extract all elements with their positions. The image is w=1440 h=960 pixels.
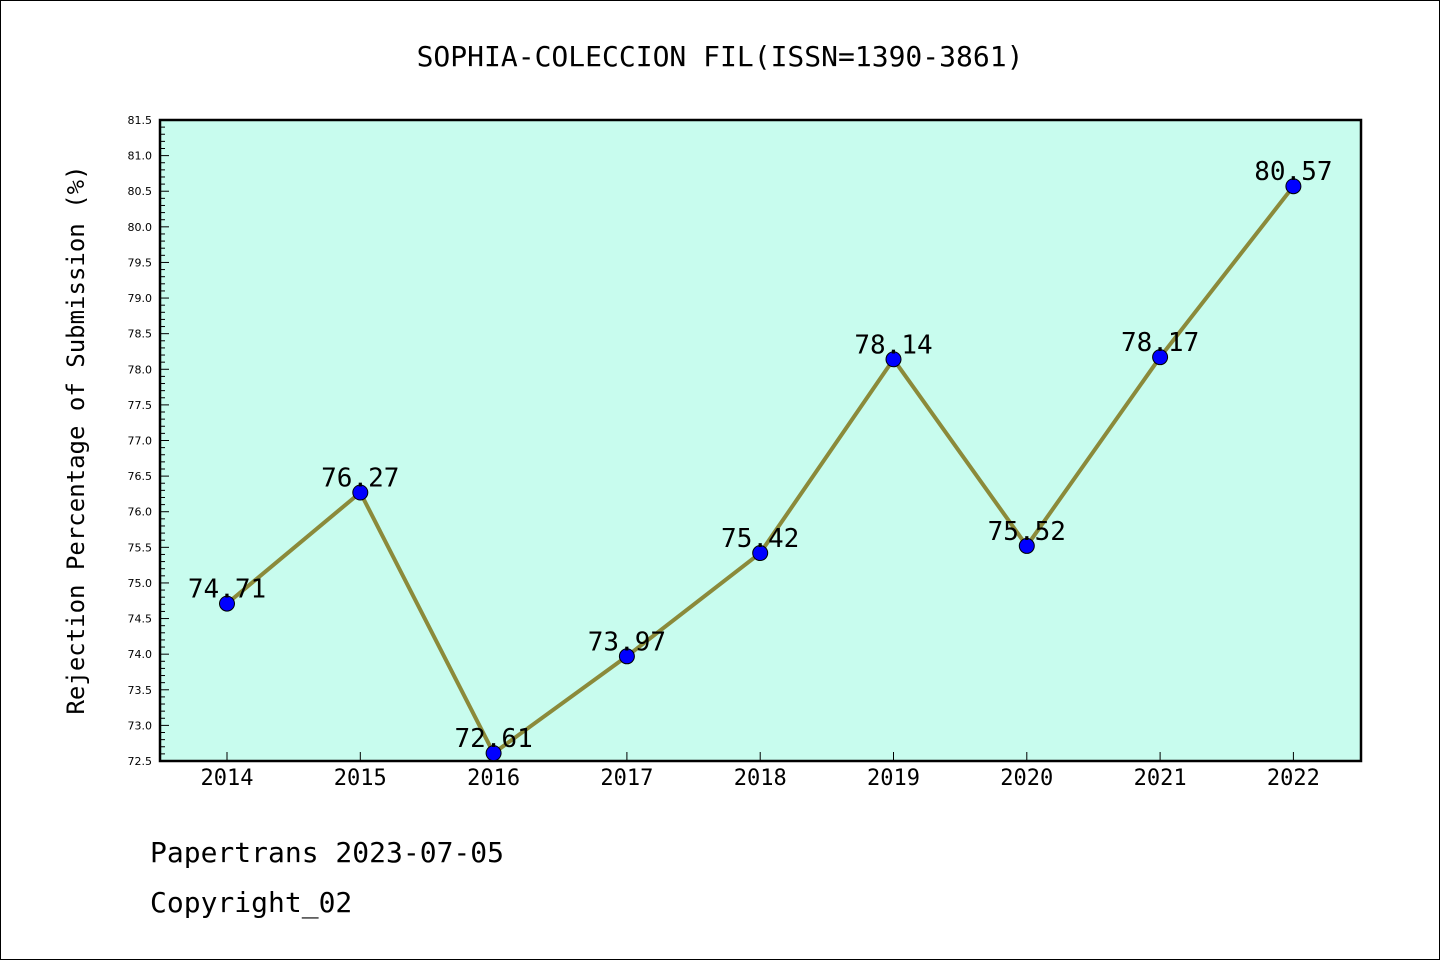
y-tick-label: 78.5 [128, 328, 153, 341]
data-label: 74.71 [188, 575, 266, 605]
data-point [485, 745, 502, 762]
data-label: 80.57 [1254, 157, 1332, 187]
x-tick-label: 2022 [1267, 766, 1320, 791]
y-tick-label: 81.0 [128, 150, 153, 163]
x-tick-label: 2014 [201, 766, 254, 791]
data-point [885, 351, 902, 368]
data-label: 75.42 [721, 524, 799, 554]
x-tick-label: 2020 [1000, 766, 1053, 791]
data-point [1285, 178, 1302, 195]
y-tick-label: 79.5 [128, 256, 153, 269]
y-tick-label: 76.5 [128, 470, 153, 483]
data-label: 78.17 [1121, 328, 1199, 358]
x-axis: 2014 2015 2016 2017 2018 2019 2020 2021 2022 [201, 752, 1320, 791]
data-point [618, 648, 635, 665]
y-tick-label: 74.5 [128, 613, 153, 626]
y-tick-label: 75.5 [128, 541, 153, 554]
y-tick-label: 72.5 [128, 755, 153, 768]
data-point [752, 545, 769, 562]
y-tick-label: 76.0 [128, 506, 153, 519]
data-label: 76.27 [321, 463, 399, 493]
x-tick-label: 2016 [467, 766, 520, 791]
data-labels: 74.71 76.27 72.61 73.97 75.42 78.14 75.52 78.17… [188, 157, 1333, 754]
y-axis-label: Rejection Percentage of Submission (%) [62, 165, 90, 714]
x-tick-label: 2015 [334, 766, 387, 791]
y-axis: 72.5 73.0 73.5 74.0 74.5 75.0 75.5 76.0 76.5 77.0… [128, 114, 169, 768]
y-tick-label: 73.0 [128, 719, 153, 732]
y-tick-label: 74.0 [128, 648, 153, 661]
data-point [1152, 349, 1169, 366]
y-tick-label: 80.5 [128, 185, 153, 198]
y-tick-label: 77.5 [128, 399, 153, 412]
data-label: 75.52 [988, 517, 1066, 547]
data-point [219, 595, 235, 612]
footer-date: Papertrans 2023-07-05 [150, 836, 505, 869]
data-label: 72.61 [454, 724, 532, 754]
plot-area [158, 118, 1363, 763]
data-point [352, 484, 369, 501]
y-tick-label: 80.0 [128, 221, 153, 234]
chart-title: SOPHIA-COLECCION FIL(ISSN=1390-3861) [417, 40, 1024, 73]
y-tick-label: 79.0 [128, 292, 153, 305]
x-tick-label: 2021 [1134, 766, 1187, 791]
footer-copyright: Copyright_02 [150, 886, 353, 919]
data-label: 73.97 [588, 627, 666, 657]
y-tick-label: 81.5 [128, 114, 153, 127]
y-tick-label: 77.0 [128, 435, 153, 448]
y-tick-label: 78.0 [128, 363, 153, 376]
x-tick-label: 2017 [600, 766, 653, 791]
x-tick-label: 2019 [867, 766, 920, 791]
data-label: 78.14 [854, 330, 932, 360]
data-point [1018, 537, 1035, 554]
y-tick-label: 75.0 [128, 577, 153, 590]
x-tick-label: 2018 [734, 766, 787, 791]
y-tick-label: 73.5 [128, 684, 153, 697]
series [219, 178, 1302, 762]
